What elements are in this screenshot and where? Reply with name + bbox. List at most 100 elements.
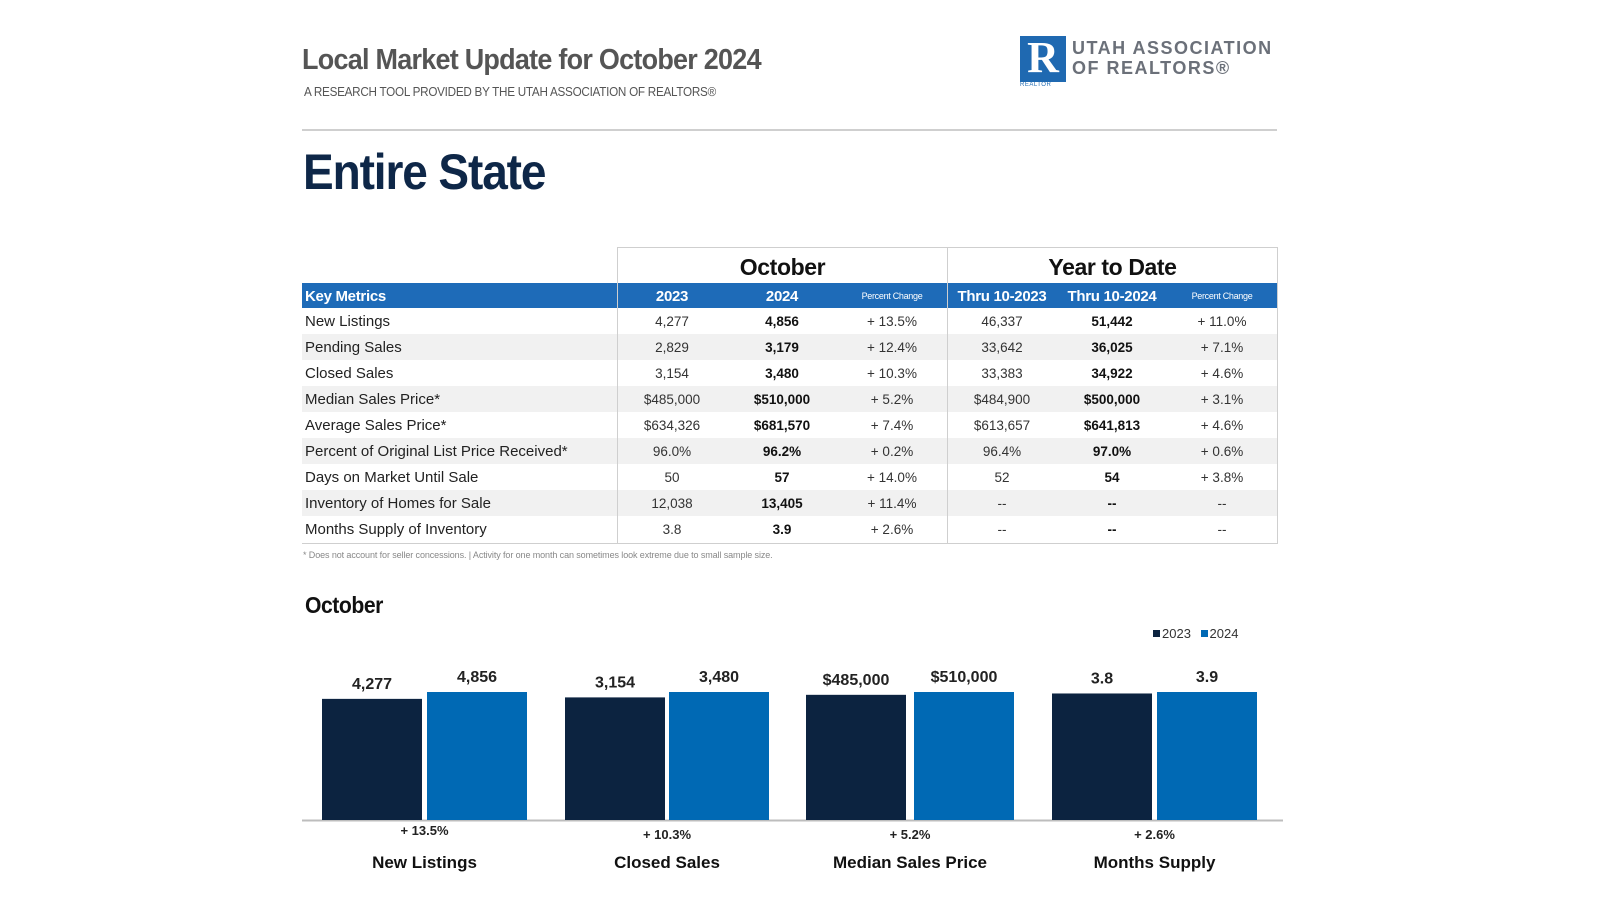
table-header-row: Key Metrics 2023 2024 Percent Change Thru 10… — [302, 283, 1278, 308]
metric-value: + 10.3% — [867, 366, 917, 381]
column-divider — [947, 247, 948, 544]
legend-item-2023: 2023 — [1153, 626, 1191, 641]
metric-name: Inventory of Homes for Sale — [305, 495, 491, 512]
metric-value: + 11.4% — [867, 496, 917, 511]
metric-value: 97.0% — [1092, 444, 1132, 459]
metric-value: + 0.2% — [870, 444, 914, 459]
metric-value: $613,657 — [973, 418, 1031, 433]
logo-mark: R — [1027, 33, 1059, 82]
utah-realtors-logo: R REALTOR UTAH ASSOCIATION OF REALTORS® — [1020, 33, 1280, 92]
metric-value: 3,179 — [765, 340, 799, 355]
metric-value: 46,337 — [981, 314, 1023, 329]
metric-value: 96.0% — [652, 444, 692, 459]
metric-value: 4,856 — [765, 314, 799, 329]
metric-value: + 2.6% — [870, 522, 914, 537]
table-row: Percent of Original List Price Received*… — [302, 438, 1278, 464]
bar-value-label: 4,856 — [457, 669, 497, 686]
metric-value: 57 — [774, 470, 790, 485]
metric-value: 34,922 — [1091, 366, 1133, 381]
metric-value: -- — [1107, 496, 1117, 511]
metric-name: Average Sales Price* — [305, 417, 447, 434]
metric-value: + 11.0% — [1197, 314, 1247, 329]
column-divider — [617, 247, 618, 544]
metric-value: + 5.2% — [870, 392, 914, 407]
metric-value: 3,154 — [655, 366, 689, 381]
bar-2023 — [1052, 693, 1152, 820]
column-header: Key Metrics — [305, 288, 386, 305]
column-header: Percent Change — [861, 291, 923, 301]
column-header: Thru 10-2023 — [957, 288, 1047, 305]
table-bottom-border — [302, 543, 1278, 544]
metric-value: + 12.4% — [867, 340, 917, 355]
metric-name: Months Supply of Inventory — [305, 521, 487, 538]
metric-value: 4,277 — [655, 314, 689, 329]
metric-value: + 7.4% — [870, 418, 914, 433]
metric-value: + 3.8% — [1200, 470, 1244, 485]
legend-swatch-2024 — [1200, 630, 1208, 637]
report-title: Local Market Update for October 2024 — [302, 44, 762, 76]
column-divider — [1277, 247, 1278, 544]
percent-change-label: + 13.5% — [400, 823, 449, 838]
legend-label: 2024 — [1209, 626, 1239, 641]
bar-value-label: 3,480 — [699, 669, 739, 686]
table-row: Closed Sales 3,154 3,480 + 10.3% 33,383 34,92… — [302, 360, 1278, 386]
table-row: Inventory of Homes for Sale 12,038 13,405 +… — [302, 490, 1278, 516]
bar-2024 — [669, 692, 769, 820]
table-row: Median Sales Price* $485,000 $510,000 + 5.2… — [302, 386, 1278, 412]
metric-value: 3.9 — [772, 522, 792, 537]
metric-name: Median Sales Price* — [305, 391, 441, 408]
percent-change-label: + 2.6% — [1134, 827, 1175, 842]
category-label: New Listings — [372, 853, 477, 872]
percent-change-label: + 10.3% — [643, 827, 692, 842]
logo-line-2: OF REALTORS® — [1072, 58, 1231, 78]
bar-2024 — [427, 692, 527, 820]
header-divider — [302, 129, 1277, 131]
logo-text: UTAH ASSOCIATION OF REALTORS® — [1072, 38, 1273, 78]
legend-swatch-2023 — [1153, 630, 1160, 637]
metric-value: 3.8 — [662, 522, 682, 537]
table-row: Months Supply of Inventory 3.8 3.9 + 2.6% --… — [302, 516, 1278, 542]
bar-2024 — [1157, 692, 1257, 820]
metric-value: $484,900 — [973, 392, 1031, 407]
table-row: Pending Sales 2,829 3,179 + 12.4% 33,642 36,0… — [302, 334, 1278, 360]
metric-value: $641,813 — [1083, 418, 1141, 433]
metric-value: + 0.6% — [1200, 444, 1244, 459]
category-label: Median Sales Price — [833, 853, 987, 872]
metric-value: -- — [997, 522, 1007, 537]
area-title: Entire State — [303, 144, 546, 200]
metric-value: 96.2% — [762, 444, 802, 459]
bar-2023 — [806, 694, 906, 820]
metric-value: + 14.0% — [867, 470, 917, 485]
column-header: Thru 10-2024 — [1067, 288, 1157, 305]
metric-value: $634,326 — [643, 418, 701, 433]
bar-value-label: 3.8 — [1091, 670, 1113, 687]
metric-value: 54 — [1104, 470, 1120, 485]
column-header: 2024 — [765, 288, 799, 305]
chart-legend: 2023 2024 — [1153, 626, 1244, 641]
metric-value: -- — [1217, 522, 1227, 537]
metric-name: New Listings — [305, 313, 391, 330]
metric-value: $485,000 — [643, 392, 701, 407]
bar-2024 — [914, 692, 1014, 820]
logo-line-1: UTAH ASSOCIATION — [1072, 38, 1273, 58]
bar-value-label: 4,277 — [352, 676, 392, 693]
metric-value: + 4.6% — [1200, 366, 1244, 381]
metric-value: + 7.1% — [1200, 340, 1244, 355]
chart-title: October — [305, 592, 383, 618]
bar-value-label: 3.9 — [1196, 669, 1218, 686]
bar-2023 — [322, 698, 422, 820]
category-label: Months Supply — [1094, 853, 1216, 872]
metric-value: 2,829 — [655, 340, 689, 355]
metric-name: Closed Sales — [305, 365, 394, 382]
category-label: Closed Sales — [614, 853, 720, 872]
metric-value: $510,000 — [753, 392, 811, 407]
logo-small-text: REALTOR — [1020, 82, 1052, 88]
legend-item-2024: 2024 — [1200, 626, 1239, 641]
metric-value: + 13.5% — [867, 314, 917, 329]
metric-value: 3,480 — [765, 366, 799, 381]
realtor-r-icon: R — [1020, 33, 1066, 82]
metric-value: -- — [1107, 522, 1117, 537]
metric-value: 51,442 — [1091, 314, 1133, 329]
metric-value: $681,570 — [753, 418, 811, 433]
